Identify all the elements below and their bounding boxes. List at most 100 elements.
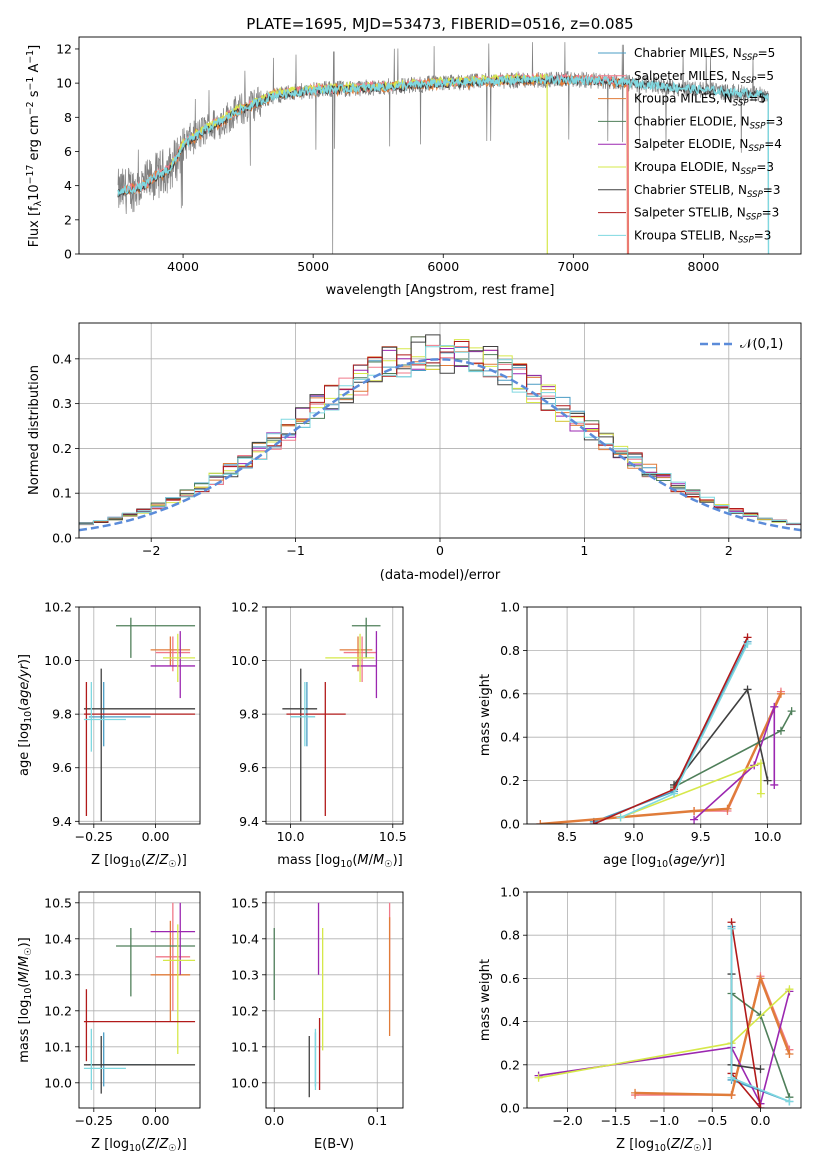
y-axis-label: Normed distribution (27, 365, 42, 495)
y-tick-label: 10.3 (44, 967, 72, 982)
y-tick-label: 0.0 (52, 531, 72, 546)
plot-area (79, 607, 200, 824)
legend: Chabrier MILES, NSSP=5 Salpeter MILES, NS… (598, 46, 783, 245)
axes-frame (265, 606, 404, 825)
axes-frame (78, 36, 802, 255)
y-axis-label: age [log10(age/yr)] (17, 654, 34, 776)
series-kroupa_stelib (620, 643, 749, 819)
y-tick-label: 0.4 (500, 730, 520, 745)
y-tick-label: 10.2 (231, 1003, 259, 1018)
x-tick-label: −0.5 (697, 1113, 727, 1128)
model-spectrum-kroupa_miles (122, 72, 630, 254)
legend-entry-chabrier_elodie: Chabrier ELODIE, NSSP=3 (634, 114, 783, 131)
age_vs_mass-panel: 10.0 10.5 9.4 9.6 9.8 10.0 10.2 mass [log10(M/M… (231, 600, 407, 871)
plot-area (79, 323, 801, 538)
y-tick-label: 10.4 (231, 931, 259, 946)
point-kroupa_miles (727, 1091, 736, 1100)
y-tick-label: 9.6 (239, 760, 259, 775)
y-tick-label: 0.3 (52, 396, 72, 411)
legend-entry-chabrier_miles: Chabrier MILES, NSSP=5 (634, 46, 775, 63)
legend-entry-salpeter_elodie: Salpeter ELODIE, NSSP=4 (634, 137, 782, 154)
y-tick-label: 10.0 (231, 1075, 259, 1090)
y-axis-label: mass weight (478, 959, 493, 1041)
point-kroupa_miles (690, 806, 699, 815)
y-tick-label: 10.1 (44, 1039, 72, 1054)
x-tick-label: −2.0 (552, 1113, 582, 1128)
x-axis-label: Z [log10(Z/Z☉)] (91, 1137, 187, 1154)
y-tick-label: 10 (56, 76, 72, 91)
series-salpeter_stelib (593, 637, 749, 824)
point-kroupa_stelib (727, 1073, 736, 1082)
y-tick-label: 12 (56, 41, 72, 56)
residuals-panel: −2 −1 0 1 2 0.0 0.1 0.2 0.3 0.4 (data-model)/error… (27, 322, 802, 583)
axes-frame (265, 891, 404, 1109)
x-tick-label: −1.0 (649, 1113, 679, 1128)
mass_vs_Z-panel: −0.25 0.00 10.0 10.1 10.2 10.3 10.4 10.5 Z [log1… (17, 891, 201, 1154)
point-salpeter_elodie (770, 780, 779, 789)
chart-title: PLATE=1695, MJD=53473, FIBERID=0516, z=0… (246, 15, 633, 33)
mass_vs_ebv-panel: 0.0 0.1 10.0 10.1 10.2 10.3 10.4 10.5 E(B-V) (231, 891, 404, 1152)
legend-entry-salpeter_miles: Salpeter MILES, NSSP=5 (634, 69, 774, 86)
y-tick-label: 0.4 (500, 1014, 520, 1029)
x-tick-label: 5000 (297, 259, 329, 274)
y-tick-label: 9.6 (52, 760, 72, 775)
x-tick-label: 4000 (167, 259, 199, 274)
point-kroupa_elodie (756, 789, 765, 798)
y-tick-label: 10.0 (44, 1075, 72, 1090)
point-kroupa_stelib (616, 813, 625, 822)
x-tick-label: −0.25 (75, 829, 113, 844)
x-tick-label: 9.5 (691, 829, 711, 844)
y-tick-label: 6 (64, 144, 72, 159)
x-axis-label: age [log10(age/yr)] (603, 853, 725, 870)
x-tick-label: 8.5 (557, 829, 577, 844)
point-chabrier_stelib (756, 1065, 765, 1074)
y-tick-label: 10.4 (44, 931, 72, 946)
x-tick-label: 0.1 (367, 1113, 387, 1128)
y-axis-label: mass [log10(M/M☉)] (17, 937, 34, 1063)
x-axis-label: wavelength [Angstrom, rest frame] (326, 283, 555, 298)
weight_vs_Z-panel: −2.0 −1.5 −1.0 −0.5 0.0 0.0 0.2 0.4 0.6 0.8 1.0 Z [… (478, 885, 802, 1154)
model-spectrum-kroupa_stelib (117, 73, 770, 254)
y-tick-label: 0.2 (500, 773, 520, 788)
axes-frame (526, 606, 802, 825)
y-tick-label: 9.4 (52, 814, 72, 829)
point-salpeter_stelib (589, 820, 598, 824)
x-tick-label: 8000 (688, 259, 720, 274)
axes-frame (78, 891, 201, 1109)
x-tick-label: 2 (725, 543, 733, 558)
x-axis-label: Z [log10(Z/Z☉)] (616, 1137, 712, 1154)
point-chabrier_stelib (743, 685, 752, 694)
x-tick-label: 7000 (557, 259, 589, 274)
y-tick-label: 9.8 (52, 707, 72, 722)
x-tick-label: 0.0 (751, 1113, 771, 1128)
y-tick-label: 0.4 (52, 351, 72, 366)
plot-area (79, 892, 200, 1108)
y-tick-label: 10.0 (231, 653, 259, 668)
y-tick-label: 0.2 (52, 441, 72, 456)
model-spectrum-salpeter_miles (123, 72, 629, 254)
x-tick-label: 1 (580, 543, 588, 558)
normal-curve (79, 358, 801, 532)
y-tick-label: 0.8 (500, 928, 520, 943)
y-tick-label: 10.3 (231, 967, 259, 982)
plot-area (527, 607, 801, 824)
point-salpeter_elodie (770, 702, 779, 711)
histogram-kroupa_stelib (79, 345, 801, 525)
axes-frame (78, 606, 201, 825)
series-salpeter_miles (540, 691, 782, 824)
legend-entry-normal: 𝒩(0,1) (740, 337, 783, 352)
y-axis-label: mass weight (478, 674, 493, 756)
plot-area (527, 892, 801, 1108)
point-kroupa_miles (785, 1050, 794, 1058)
weight_vs_age-panel: 8.5 9.0 9.5 10.0 0.0 0.2 0.4 0.6 0.8 1.0 age [log1… (478, 600, 802, 870)
y-tick-label: 1.0 (500, 885, 520, 900)
x-tick-label: 10.0 (754, 829, 782, 844)
x-axis-label: E(B-V) (314, 1137, 354, 1152)
series-salpeter_elodie (538, 991, 791, 1106)
point-kroupa_elodie (534, 1073, 543, 1082)
y-tick-label: 0.0 (500, 1101, 520, 1116)
point-chabrier_elodie (787, 707, 796, 716)
model-spectrum-chabrier_stelib (117, 75, 769, 254)
x-axis-label: mass [log10(M/M☉)] (277, 853, 403, 870)
